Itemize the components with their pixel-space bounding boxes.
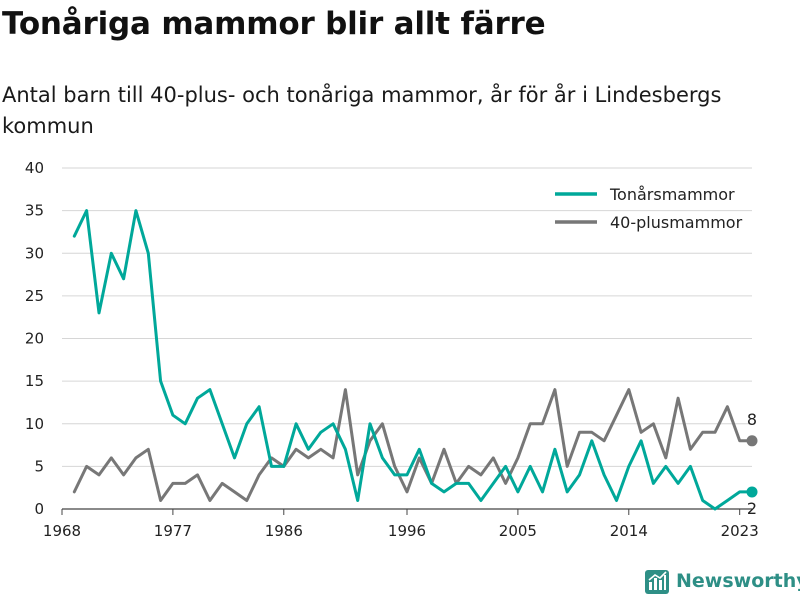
x-tick-label: 1968 <box>43 522 81 540</box>
y-tick-label: 35 <box>25 202 44 220</box>
y-tick-label: 0 <box>34 500 44 518</box>
newsworthy-logo-icon <box>645 570 669 594</box>
page-title: Tonåriga mammor blir allt färre <box>2 6 546 42</box>
series-line-1 <box>72 209 754 511</box>
y-tick-label: 20 <box>25 330 44 348</box>
x-tick-label: 1977 <box>154 522 192 540</box>
x-tick-label: 1986 <box>265 522 303 540</box>
series-lines <box>72 209 754 511</box>
page-subtitle: Antal barn till 40-plus- och tonåriga ma… <box>2 83 722 138</box>
x-tick-label: 2023 <box>721 522 759 540</box>
x-tick-label: 1996 <box>388 522 426 540</box>
x-tick-label: 2014 <box>610 522 648 540</box>
y-tick-label: 10 <box>25 415 44 433</box>
end-value-label: 2 <box>747 499 757 518</box>
end-marker-2 <box>746 435 758 447</box>
brand-name: Newsworthy <box>676 570 800 592</box>
grid <box>62 167 752 467</box>
legend: Tonårsmammor 40-plusmammor <box>555 185 743 232</box>
x-tick-label: 2005 <box>499 522 537 540</box>
end-value-label: 8 <box>747 410 757 429</box>
series-line-2 <box>72 388 754 502</box>
y-tick-label: 40 <box>25 159 44 177</box>
legend-label: Tonårsmammor <box>609 185 735 204</box>
end-markers: 28 <box>746 410 758 518</box>
y-tick-label: 30 <box>25 244 44 262</box>
y-tick-label: 15 <box>25 372 44 390</box>
y-tick-label: 25 <box>25 287 44 305</box>
legend-label: 40-plusmammor <box>610 213 743 232</box>
x-axis: 1968 1977 1986 1996 2005 2014 2023 <box>43 508 759 540</box>
y-tick-label: 5 <box>34 457 44 475</box>
y-axis: 0 5 10 15 20 25 30 35 40 <box>25 159 44 518</box>
brand-logo: Newsworthy <box>644 567 800 595</box>
end-marker-1 <box>746 486 758 498</box>
